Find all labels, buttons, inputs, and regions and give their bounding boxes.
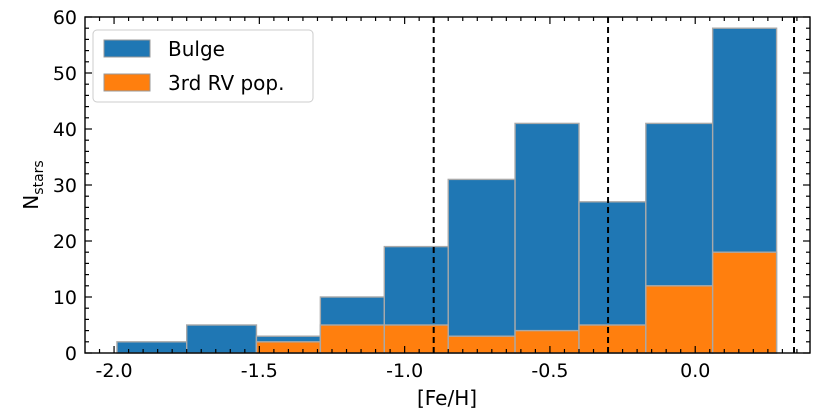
x-tick-label-0: -2.0 — [96, 360, 133, 382]
x-axis-label: [Fe/H] — [417, 386, 477, 410]
legend-swatch-rv-pop — [103, 73, 151, 92]
y-tick-label-3: 30 — [53, 175, 77, 197]
rv-pop-bar-9 — [711, 251, 778, 354]
bulge-bar-0 — [116, 341, 188, 354]
y-tick-label-4: 40 — [53, 119, 77, 141]
rv-pop-bar-4 — [383, 324, 449, 354]
bulge-bar-1 — [186, 324, 258, 354]
legend: Bulge 3rd RV pop. — [92, 29, 314, 103]
plot-area: -2.0 -1.5 -1.0 -0.5 0.0 0 10 20 30 40 50 60 — [53, 7, 811, 382]
rv-pop-bar-7 — [578, 324, 647, 354]
y-tick-label-1: 10 — [53, 287, 77, 309]
rv-pop-bars — [255, 251, 778, 354]
rv-pop-bar-8 — [645, 285, 714, 354]
y-tick-label-5: 50 — [53, 63, 77, 85]
y-axis-label-main: N — [19, 195, 43, 210]
x-tick-label-3: -0.5 — [531, 360, 568, 382]
y-axis-label: Nstars — [19, 160, 47, 209]
x-tick-label-1: -1.5 — [241, 360, 278, 382]
legend-swatch-bulge — [103, 39, 151, 58]
axis-ticks: -2.0 -1.5 -1.0 -0.5 0.0 0 10 20 30 40 50 60 — [53, 7, 810, 382]
rv-pop-bar-6 — [514, 329, 580, 354]
y-tick-label-2: 20 — [53, 231, 77, 253]
x-tick-label-2: -1.0 — [386, 360, 423, 382]
y-tick-label-0: 0 — [65, 343, 77, 365]
bulge-bar-5 — [447, 178, 516, 354]
y-axis-label-sub: stars — [31, 160, 47, 194]
legend-label-bulge: Bulge — [168, 37, 225, 61]
rv-pop-bar-3 — [319, 324, 385, 354]
legend-label-rv-pop: 3rd RV pop. — [168, 71, 284, 95]
x-tick-label-4: 0.0 — [680, 360, 710, 382]
y-tick-label-6: 60 — [53, 7, 77, 29]
bulge-bar-6 — [514, 122, 580, 354]
vertical-dashed-lines — [432, 17, 796, 353]
svg-text:Nstars: Nstars — [19, 160, 47, 209]
rv-pop-bar-5 — [447, 335, 516, 354]
